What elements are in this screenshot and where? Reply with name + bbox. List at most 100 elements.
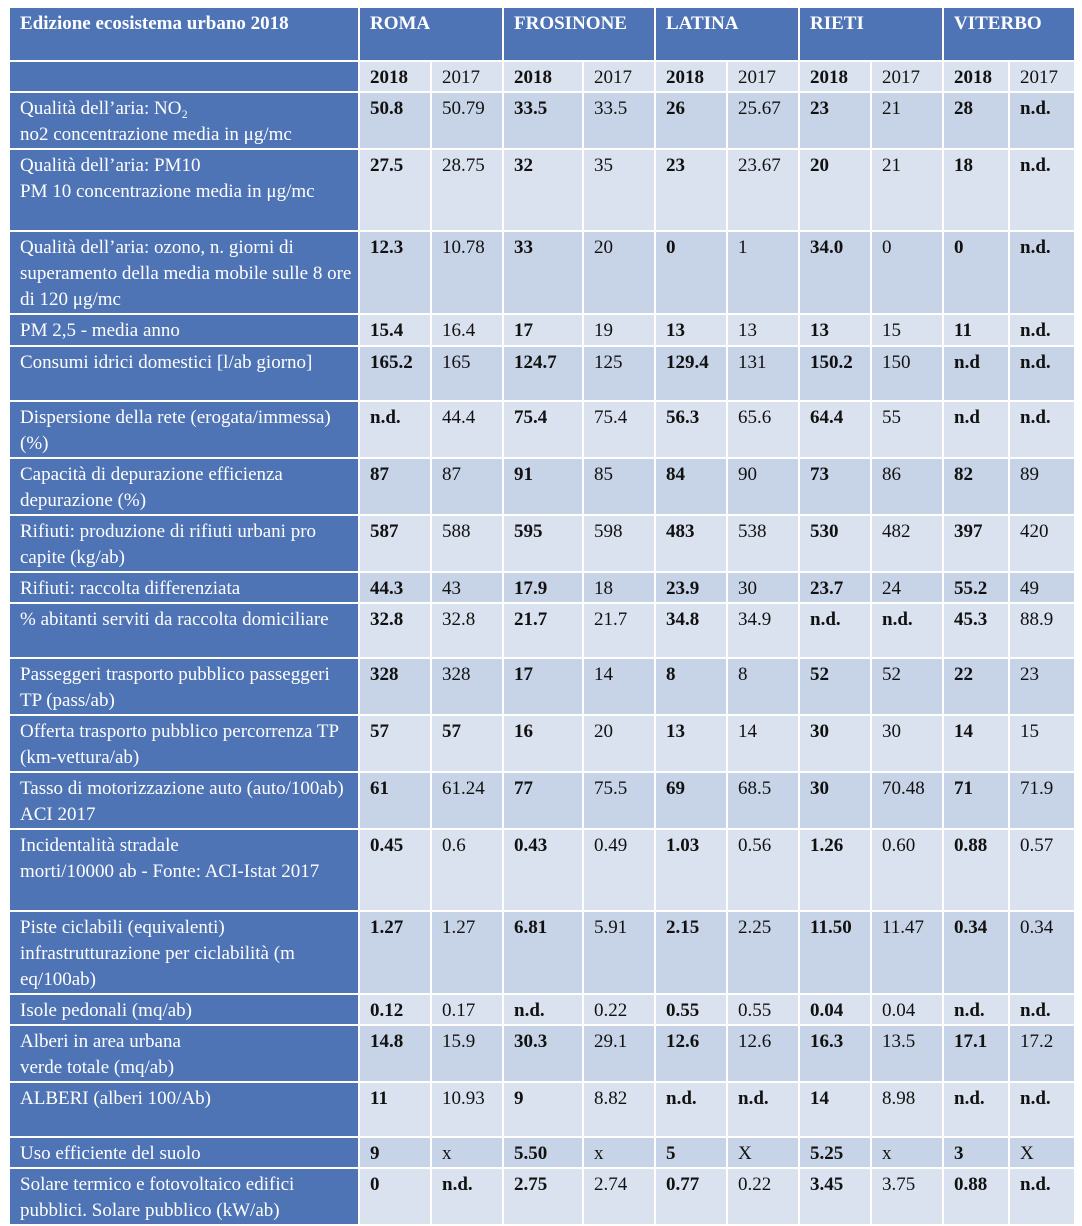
value-cell: 124.7 — [502, 345, 584, 402]
value-cell: 165 — [430, 345, 504, 402]
value-cell: 0.49 — [582, 828, 656, 912]
value-cell: 5 — [654, 1136, 728, 1169]
value-cell: 2.25 — [726, 910, 800, 995]
row-label: Rifiuti: raccolta differenziata — [8, 571, 360, 604]
row-label-text: ALBERI (alberi 100/Ab) — [20, 1088, 212, 1109]
row-label: % abitanti serviti da raccolta domicilia… — [8, 602, 360, 659]
row-label-subtext: verde totale (mq/ab) — [20, 1057, 175, 1078]
value-cell: 1.03 — [654, 828, 728, 912]
row-label: Incidentalità stradale morti/10000 ab - F… — [8, 828, 360, 912]
value-cell: 15 — [1008, 714, 1077, 773]
value-cell: 22 — [942, 657, 1011, 716]
value-cell: 23.67 — [726, 148, 800, 232]
year-header-2017: 2017 — [1008, 60, 1077, 93]
row-label-subtext: PM 10 concentrazione media in μg/mc — [20, 181, 315, 202]
value-cell: 0.17 — [430, 993, 504, 1026]
value-cell: 49 — [1008, 571, 1077, 604]
value-cell: 20 — [582, 230, 656, 315]
value-cell: 17.2 — [1008, 1024, 1077, 1083]
value-cell: 15 — [869, 313, 945, 347]
value-cell: 75.5 — [582, 771, 656, 830]
value-cell: 23 — [798, 91, 872, 150]
value-cell: 1.26 — [798, 828, 872, 912]
value-cell: 21.7 — [502, 602, 584, 659]
value-cell: 8 — [654, 657, 728, 716]
value-cell: n.d. — [1008, 400, 1077, 459]
value-cell: 57 — [358, 714, 432, 773]
row-label-text: Alberi in area urbana — [20, 1031, 181, 1052]
value-cell: 87 — [358, 457, 432, 516]
year-header-2018: 2018 — [942, 60, 1011, 93]
table-row: Piste ciclabili (equivalenti) infrastrut… — [8, 910, 1077, 995]
value-cell: 85 — [582, 457, 656, 516]
value-cell: 328 — [358, 657, 432, 716]
value-cell: 3.45 — [798, 1167, 872, 1226]
value-cell: 1 — [726, 230, 800, 315]
value-cell: 43 — [430, 571, 504, 604]
value-cell: 89 — [1008, 457, 1077, 516]
value-cell: 14 — [798, 1081, 872, 1138]
value-cell: 35 — [582, 148, 656, 232]
row-label: PM 2,5 - media anno — [8, 313, 360, 347]
years-header-blank — [8, 60, 360, 93]
value-cell: 34.8 — [654, 602, 728, 659]
value-cell: 33.5 — [582, 91, 656, 150]
value-cell: 73 — [798, 457, 872, 516]
row-label-text: Uso efficiente del suolo — [20, 1143, 201, 1164]
row-label: Solare termico e fotovoltaico edifici pu… — [8, 1167, 360, 1226]
value-cell: 9 — [502, 1081, 584, 1138]
year-header-2018: 2018 — [502, 60, 584, 93]
value-cell: n.d. — [726, 1081, 800, 1138]
value-cell: 0.57 — [1008, 828, 1077, 912]
value-cell: 84 — [654, 457, 728, 516]
table-row: Passeggeri trasporto pubblico passeggeri… — [8, 657, 1077, 716]
value-cell: 75.4 — [502, 400, 584, 459]
value-cell: 150.2 — [798, 345, 872, 402]
table-row: Capacità di depurazione efficienza depur… — [8, 457, 1077, 516]
value-cell: 30 — [869, 714, 945, 773]
row-label: Uso efficiente del suolo — [8, 1136, 360, 1169]
value-cell: 0.34 — [1008, 910, 1077, 995]
value-cell: 23 — [654, 148, 728, 232]
value-cell: n.d — [942, 400, 1011, 459]
row-label: Offerta trasporto pubblico percorrenza T… — [8, 714, 360, 773]
year-header-2018: 2018 — [798, 60, 872, 93]
value-cell: 21 — [869, 148, 945, 232]
table-row: Dispersione della rete (erogata/immessa)… — [8, 400, 1077, 459]
value-cell: 34.0 — [798, 230, 872, 315]
value-cell: 0.22 — [582, 993, 656, 1026]
value-cell: 0.6 — [430, 828, 504, 912]
row-label-text: Tasso di motorizzazione auto (auto/100ab… — [20, 778, 344, 825]
value-cell: 88.9 — [1008, 602, 1077, 659]
value-cell: 482 — [869, 514, 945, 573]
value-cell: 61.24 — [430, 771, 504, 830]
table-row: Offerta trasporto pubblico percorrenza T… — [8, 714, 1077, 773]
value-cell: 588 — [430, 514, 504, 573]
value-cell: n.d. — [1008, 1167, 1077, 1226]
row-label: Qualità dell’aria: PM10 PM 10 concentrazi… — [8, 148, 360, 232]
row-label-text: Incidentalità stradale — [20, 835, 179, 856]
value-cell: 14.8 — [358, 1024, 432, 1083]
value-cell: n.d. — [942, 1081, 1011, 1138]
row-label-subtext: no2 concentrazione media in μg/mc — [20, 124, 292, 145]
row-label: Qualità dell’aria: ozono, n. giorni di s… — [8, 230, 360, 315]
value-cell: 44.4 — [430, 400, 504, 459]
value-cell: 0 — [942, 230, 1011, 315]
value-cell: 57 — [430, 714, 504, 773]
value-cell: 30.3 — [502, 1024, 584, 1083]
row-label: Consumi idrici domestici [l/ab giorno] — [8, 345, 360, 402]
value-cell: 8 — [726, 657, 800, 716]
table-body: Edizione ecosistema urbano 2018 ROMA FRO… — [8, 6, 1077, 1226]
value-cell: 0.22 — [726, 1167, 800, 1226]
value-cell: 50.79 — [430, 91, 504, 150]
row-label-text: Qualità dell’aria: NO₂ — [20, 98, 189, 119]
value-cell: n.d. — [869, 602, 945, 659]
value-cell: 91 — [502, 457, 584, 516]
value-cell: 27.5 — [358, 148, 432, 232]
value-cell: 20 — [798, 148, 872, 232]
value-cell: 19 — [582, 313, 656, 347]
table-row: Qualità dell’aria: NO₂ no2 concentrazione… — [8, 91, 1077, 150]
value-cell: 5.25 — [798, 1136, 872, 1169]
value-cell: 20 — [582, 714, 656, 773]
value-cell: 9 — [358, 1136, 432, 1169]
